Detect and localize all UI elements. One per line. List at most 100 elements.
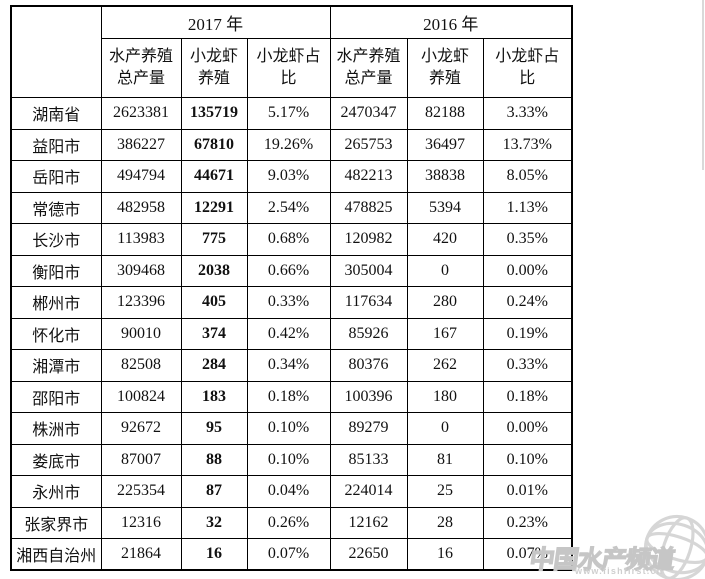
value-cell: 0.42% [246, 317, 331, 350]
year-header-2016: 2016 年 [329, 5, 573, 39]
region-cell: 怀化市 [10, 317, 102, 350]
value-cell: 16 [406, 538, 484, 571]
value-cell: 88 [180, 443, 248, 476]
value-cell: 180 [406, 380, 484, 413]
corner-cell [10, 5, 102, 98]
value-cell: 0.68% [246, 223, 331, 256]
value-cell: 0 [406, 412, 484, 445]
value-cell: 0.00% [482, 412, 573, 445]
value-cell: 90010 [100, 317, 182, 350]
sub-header-row: 水产养殖 总产量 小龙虾 养殖 小龙虾占 比 水产养殖 总产量 小龙虾 养殖 小… [11, 38, 573, 98]
value-cell: 82188 [406, 97, 484, 130]
value-cell: 0.34% [246, 349, 331, 382]
value-cell: 280 [406, 286, 484, 319]
table-row: 郴州市 123396 405 0.33% 117634 280 0.24% [10, 286, 573, 319]
globe-icon [643, 514, 705, 579]
value-cell: 135719 [180, 97, 248, 130]
value-cell: 405 [180, 286, 248, 319]
value-cell: 0.07% [482, 538, 573, 571]
region-cell: 常德市 [10, 191, 102, 224]
value-cell: 13.73% [482, 128, 573, 161]
value-cell: 0.10% [246, 443, 331, 476]
value-cell: 32 [180, 506, 248, 539]
value-cell: 0 [406, 254, 484, 287]
value-cell: 85133 [329, 443, 408, 476]
table-row: 益阳市 386227 67810 19.26% 265753 36497 13.… [10, 128, 573, 161]
value-cell: 775 [180, 223, 248, 256]
value-cell: 82508 [100, 349, 182, 382]
value-cell: 8.05% [482, 160, 573, 193]
table-row: 湘潭市 82508 284 0.34% 80376 262 0.33% [10, 349, 573, 382]
value-cell: 5394 [406, 191, 484, 224]
year-header-2017: 2017 年 [100, 5, 331, 39]
value-cell: 9.03% [246, 160, 331, 193]
value-cell: 12162 [329, 506, 408, 539]
value-cell: 89279 [329, 412, 408, 445]
region-cell: 娄底市 [10, 443, 102, 476]
col-header-2017-crayfish: 小龙虾 养殖 [180, 38, 248, 98]
value-cell: 44671 [180, 160, 248, 193]
value-cell: 0.19% [482, 317, 573, 350]
value-cell: 0.18% [482, 380, 573, 413]
table-row: 长沙市 113983 775 0.68% 120982 420 0.35% [10, 223, 573, 256]
value-cell: 67810 [180, 128, 248, 161]
table-row: 邵阳市 100824 183 0.18% 100396 180 0.18% [10, 380, 573, 413]
value-cell: 305004 [329, 254, 408, 287]
value-cell: 12291 [180, 191, 248, 224]
value-cell: 28 [406, 506, 484, 539]
value-cell: 262 [406, 349, 484, 382]
value-cell: 21864 [100, 538, 182, 571]
table-row: 张家界市 12316 32 0.26% 12162 28 0.23% [10, 506, 573, 539]
value-cell: 183 [180, 380, 248, 413]
value-cell: 494794 [100, 160, 182, 193]
value-cell: 265753 [329, 128, 408, 161]
value-cell: 225354 [100, 475, 182, 508]
value-cell: 0.23% [482, 506, 573, 539]
value-cell: 120982 [329, 223, 408, 256]
table-row: 湘西自治州 21864 16 0.07% 22650 16 0.07% [10, 538, 573, 571]
value-cell: 100824 [100, 380, 182, 413]
value-cell: 0.24% [482, 286, 573, 319]
region-cell: 岳阳市 [10, 160, 102, 193]
region-cell: 株洲市 [10, 412, 102, 445]
region-cell: 益阳市 [10, 128, 102, 161]
value-cell: 2.54% [246, 191, 331, 224]
value-cell: 0.07% [246, 538, 331, 571]
value-cell: 123396 [100, 286, 182, 319]
value-cell: 167 [406, 317, 484, 350]
value-cell: 1.13% [482, 191, 573, 224]
value-cell: 81 [406, 443, 484, 476]
value-cell: 0.10% [482, 443, 573, 476]
value-cell: 38838 [406, 160, 484, 193]
value-cell: 0.10% [246, 412, 331, 445]
table-row: 湖南省 2623381 135719 5.17% 2470347 82188 3… [10, 97, 573, 130]
value-cell: 224014 [329, 475, 408, 508]
value-cell: 478825 [329, 191, 408, 224]
value-cell: 22650 [329, 538, 408, 571]
value-cell: 100396 [329, 380, 408, 413]
value-cell: 3.33% [482, 97, 573, 130]
value-cell: 0.66% [246, 254, 331, 287]
table-row: 岳阳市 494794 44671 9.03% 482213 38838 8.05… [10, 160, 573, 193]
table-row: 娄底市 87007 88 0.10% 85133 81 0.10% [10, 443, 573, 476]
region-cell: 衡阳市 [10, 254, 102, 287]
value-cell: 117634 [329, 286, 408, 319]
value-cell: 0.04% [246, 475, 331, 508]
value-cell: 309468 [100, 254, 182, 287]
col-header-2017-share: 小龙虾占 比 [246, 38, 331, 98]
table-row: 常德市 482958 12291 2.54% 478825 5394 1.13% [10, 191, 573, 224]
col-header-2017-total: 水产养殖 总产量 [100, 38, 182, 98]
region-cell: 永州市 [10, 475, 102, 508]
value-cell: 0.33% [246, 286, 331, 319]
region-cell: 郴州市 [10, 286, 102, 319]
value-cell: 5.17% [246, 97, 331, 130]
value-cell: 36497 [406, 128, 484, 161]
value-cell: 0.33% [482, 349, 573, 382]
value-cell: 0.35% [482, 223, 573, 256]
value-cell: 420 [406, 223, 484, 256]
table-row: 衡阳市 309468 2038 0.66% 305004 0 0.00% [10, 254, 573, 287]
value-cell: 0.01% [482, 475, 573, 508]
col-header-2016-total: 水产养殖 总产量 [329, 38, 408, 98]
year-header-row: 2017 年 2016 年 [10, 5, 573, 98]
